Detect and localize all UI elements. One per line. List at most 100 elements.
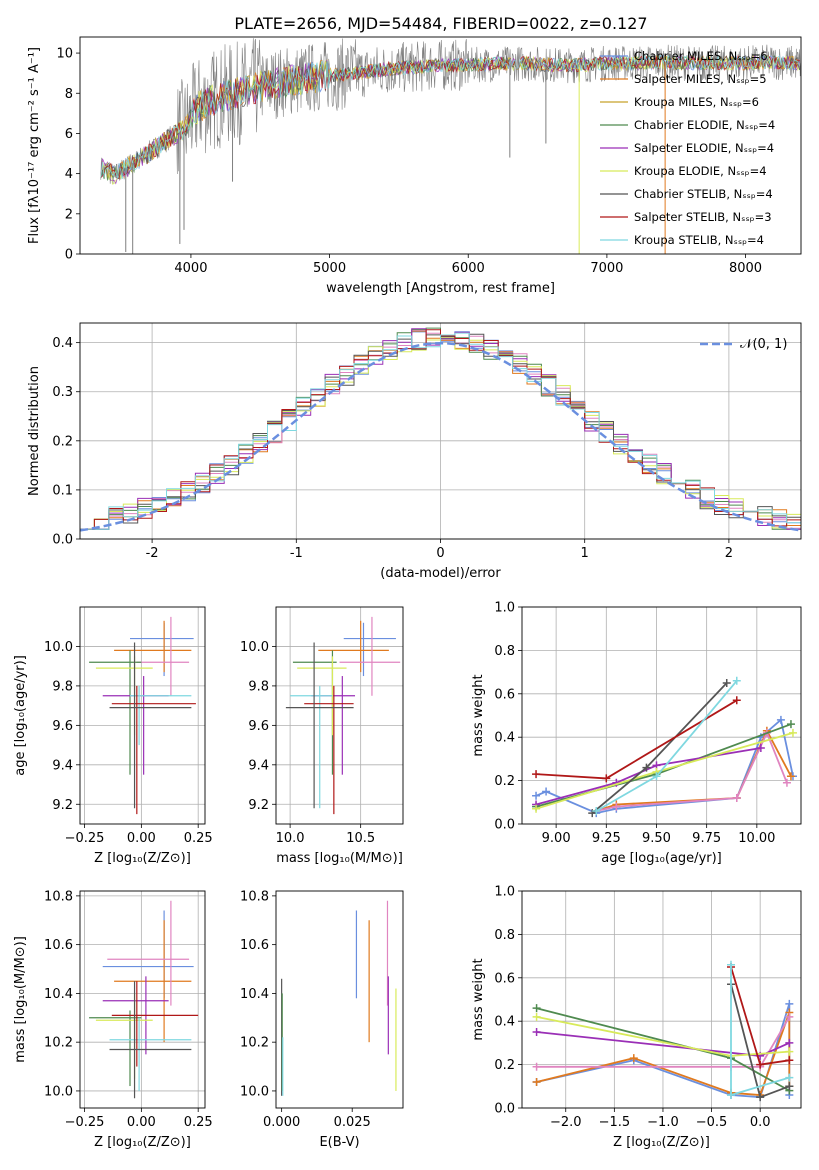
legend-label: Salpeter MILES, Nₛₛₚ=5 <box>634 72 767 86</box>
x-tick-label: 0.00 <box>127 831 156 846</box>
y-tick-label: 0.3 <box>52 385 73 400</box>
x-axis-label: wavelength [Angstrom, rest frame] <box>326 281 555 296</box>
histograms <box>80 327 801 532</box>
y-axis-label: Normed distribution <box>27 366 42 496</box>
weight-marker <box>532 804 541 813</box>
age-vs-metallicity-panel: −0.25 0.00 0.25 9.2 9.4 9.6 9.8 10.0 Z [log₁₀(Z/… <box>13 606 213 866</box>
legend-label: Chabrier MILES, Nₛₛₚ=6 <box>634 49 768 63</box>
model-spectrum-kroupa-stelib <box>100 54 800 180</box>
axes-frame <box>79 890 206 1109</box>
y-tick-label: 10.6 <box>240 938 269 953</box>
spectrum-lines <box>100 38 801 254</box>
errorbars <box>285 616 401 815</box>
weight-marker <box>756 744 765 753</box>
x-axis-label: E(B-V) <box>319 1135 359 1150</box>
axes-frame <box>79 322 802 540</box>
y-axis-label: mass weight <box>471 958 486 1040</box>
y-tick-label: 10.2 <box>44 1036 73 1051</box>
x-tick-label: 0.025 <box>334 1115 371 1130</box>
y-tick-label: 10.8 <box>44 889 73 904</box>
y-tick-label: 9.2 <box>52 798 73 813</box>
x-tick-label: −0.5 <box>696 1115 728 1130</box>
legend-label: 𝒩(0, 1) <box>740 337 787 352</box>
weight-line-chabrier-miles <box>535 718 794 815</box>
x-tick-label: 0 <box>436 546 444 561</box>
x-tick-label: 10.0 <box>276 831 305 846</box>
weight-marker <box>592 806 601 815</box>
x-tick-label: -2 <box>146 546 159 561</box>
weight-marker <box>532 1004 541 1013</box>
y-tick-label: 0.2 <box>52 434 73 449</box>
y-tick-label: 9.8 <box>248 679 269 694</box>
y-tick-label: 0.4 <box>494 731 515 746</box>
y-tick-label: 1.0 <box>494 885 515 900</box>
weight-marker <box>788 728 797 737</box>
weight-marker <box>756 1060 765 1069</box>
model-spectrum-salpeter-stelib <box>100 54 800 180</box>
x-axis-label: mass [log₁₀(M/M⊙)] <box>276 851 403 866</box>
x-tick-label: 4000 <box>174 261 207 276</box>
x-tick-label: −2.0 <box>550 1115 582 1130</box>
y-tick-label: 10.0 <box>44 1084 73 1099</box>
y-tick-label: 0.0 <box>494 818 515 833</box>
x-axis-label: (data-model)/error <box>380 566 501 581</box>
weight-marker <box>785 1047 794 1056</box>
y-tick-label: 0 <box>65 248 73 263</box>
y-tick-label: 10.0 <box>240 640 269 655</box>
spectrum-panel: 4000 5000 6000 7000 8000 0 2 4 6 8 10 wavelength [A… <box>27 36 802 296</box>
errorbars <box>89 900 199 1099</box>
weight-line-salpeter-miles <box>536 1012 791 1096</box>
mass-vs-metallicity-panel: −0.25 0.00 0.25 10.0 10.2 10.4 10.6 10.8 Z [log₁… <box>13 889 213 1150</box>
axes-frame <box>79 606 206 825</box>
x-tick-label: 0.25 <box>184 831 213 846</box>
weight-marker <box>722 678 731 687</box>
x-axis-label: Z [log₁₀(Z/Z⊙)] <box>613 1135 710 1150</box>
y-tick-label: 10.0 <box>44 640 73 655</box>
weight-vs-metallicity-panel: −2.0 −1.5 −1.0 −0.5 0.0 0.0 0.2 0.4 0.6 0.8 1.0 Z [… <box>471 885 802 1150</box>
x-tick-label: 10.5 <box>346 831 375 846</box>
y-tick-label: 0.6 <box>494 687 515 702</box>
weight-marker <box>727 960 736 969</box>
x-tick-label: −0.25 <box>65 831 105 846</box>
axes-frame <box>521 606 802 825</box>
y-tick-label: 2 <box>65 207 73 222</box>
legend-label: Kroupa STELIB, Nₛₛₚ=4 <box>634 233 764 247</box>
y-tick-label: 10.0 <box>240 1084 269 1099</box>
y-tick-label: 1.0 <box>494 601 515 616</box>
axes-frame <box>275 890 404 1109</box>
y-tick-label: 10.6 <box>44 938 73 953</box>
x-tick-label: 7000 <box>590 261 623 276</box>
x-axis-label: age [log₁₀(age/yr)] <box>601 851 722 866</box>
y-axis-label: mass weight <box>471 674 486 756</box>
x-tick-label: 0.0 <box>750 1115 771 1130</box>
x-tick-label: 10.00 <box>738 831 775 846</box>
y-axis-label: age [log₁₀(age/yr)] <box>13 655 28 776</box>
weight-lines <box>532 960 794 1102</box>
y-tick-label: 9.6 <box>52 719 73 734</box>
y-tick-label: 0.2 <box>494 774 515 789</box>
axes-frame <box>79 36 802 255</box>
histogram-kroupa-stelib <box>80 332 801 530</box>
y-tick-label: 9.6 <box>248 719 269 734</box>
weight-marker <box>732 676 741 685</box>
y-tick-label: 4 <box>65 167 73 182</box>
x-tick-label: 9.50 <box>642 831 671 846</box>
axes-frame <box>521 890 802 1109</box>
x-tick-label: 0.000 <box>263 1115 300 1130</box>
x-tick-label: -1 <box>290 546 303 561</box>
y-tick-label: 0.4 <box>52 336 73 351</box>
weight-marker <box>785 1012 794 1021</box>
weight-marker <box>756 1093 765 1102</box>
y-tick-label: 10.8 <box>240 889 269 904</box>
weight-marker <box>532 791 541 800</box>
legend-label: Chabrier ELODIE, Nₛₛₚ=4 <box>634 118 775 132</box>
x-tick-label: −1.5 <box>599 1115 631 1130</box>
y-tick-label: 0.8 <box>494 928 515 943</box>
weight-marker <box>629 1054 638 1063</box>
weight-vs-age-panel: 9.00 9.25 9.50 9.75 10.00 0.0 0.2 0.4 0.6 0.8 1.0 a… <box>471 601 802 866</box>
weight-marker <box>532 1077 541 1086</box>
weight-marker <box>652 772 661 781</box>
weight-marker <box>782 778 791 787</box>
y-tick-label: 0.4 <box>494 1015 515 1030</box>
